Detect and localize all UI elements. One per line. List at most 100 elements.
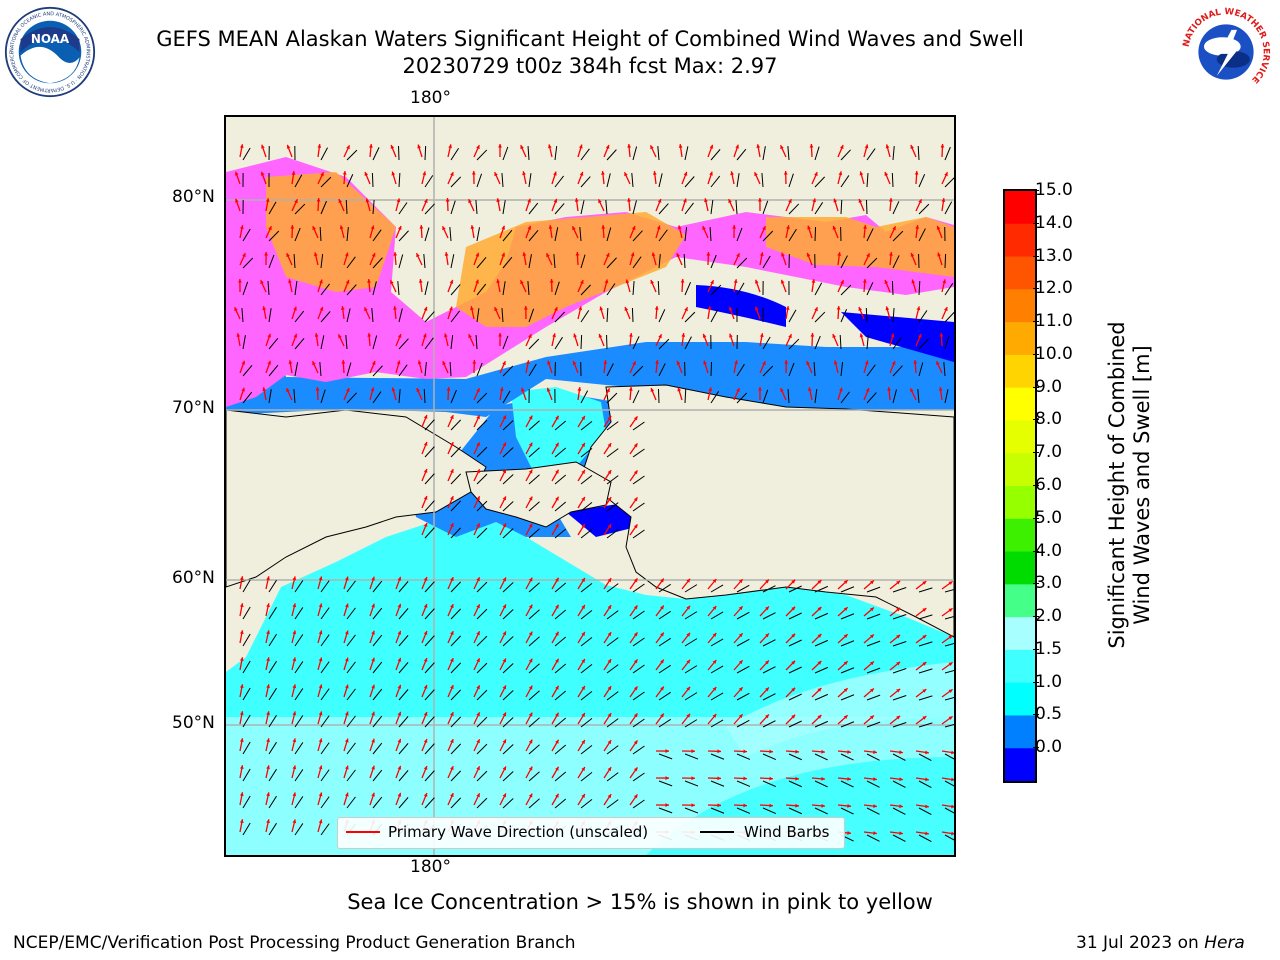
wave-arrow-head — [422, 333, 427, 338]
wave-arrow-head — [502, 361, 506, 366]
wind-barb — [476, 257, 487, 269]
wind-barb — [450, 310, 460, 323]
wind-barb — [632, 390, 640, 404]
wave-height-map — [226, 117, 954, 855]
wind-barb — [242, 364, 253, 377]
wind-barb — [788, 780, 802, 788]
land-chukotka — [465, 461, 612, 528]
colorbar-tick-label: 12.0 — [1033, 278, 1073, 299]
colorbar-tick-label: 9.0 — [1032, 376, 1063, 397]
wind-barb — [840, 199, 843, 215]
wind-barb — [450, 284, 461, 296]
wind-barb — [944, 253, 947, 269]
wave-arrow-head — [501, 225, 505, 230]
wave-arrow-head — [948, 716, 953, 721]
wave-arrow-head — [791, 687, 796, 692]
wave-arrow-head — [660, 713, 664, 718]
wave-arrow-head — [502, 658, 507, 663]
wind-barb — [268, 579, 277, 593]
wind-barb — [242, 257, 254, 269]
wave-arrow-head — [712, 633, 717, 637]
wave-arrow-head — [528, 793, 533, 798]
wind-barb — [398, 689, 409, 701]
wave-arrow-head — [578, 144, 583, 149]
wave-arrow-head — [785, 306, 790, 310]
wave-arrow-head — [502, 766, 507, 771]
wave-arrow-head — [292, 657, 297, 662]
wave-arrow-head — [345, 388, 350, 393]
wind-barb — [268, 606, 277, 620]
wave-arrow-head — [885, 144, 890, 149]
wave-arrow-head — [655, 360, 659, 364]
wind-barb — [580, 744, 593, 755]
wind-barb — [736, 173, 740, 188]
wind-barb — [476, 581, 488, 593]
wave-arrow-head — [581, 469, 585, 474]
wind-barb — [866, 613, 881, 620]
wave-arrow-head — [650, 145, 654, 150]
wave-arrow-head — [758, 387, 762, 391]
wave-arrow-head — [390, 280, 394, 285]
wind-barb — [424, 662, 435, 674]
wind-barb — [528, 636, 540, 647]
wind-barb — [476, 770, 488, 782]
wind-barb — [320, 715, 330, 728]
wind-barb — [814, 780, 828, 788]
wave-arrow-head — [318, 738, 323, 743]
wave-arrow-head — [581, 496, 585, 501]
colorbar-swatch — [1005, 551, 1035, 585]
wind-barb — [450, 500, 462, 512]
wind-barb — [450, 473, 462, 485]
wind-barb — [658, 363, 666, 377]
wave-arrow-head — [234, 307, 238, 312]
wind-barb — [710, 780, 725, 787]
wave-arrow-head — [948, 608, 953, 613]
wave-arrow-head — [344, 684, 349, 689]
wind-barb — [814, 807, 828, 815]
wind-barb — [242, 660, 251, 674]
wave-arrow-head — [523, 306, 528, 310]
wave-arrow-head — [476, 388, 480, 393]
wind-barb — [320, 389, 326, 404]
wind-barb — [736, 363, 745, 377]
wave-arrow-head — [502, 793, 507, 798]
wave-arrow-head — [686, 632, 691, 637]
wave-arrow-head — [266, 576, 270, 581]
wind-barb — [268, 337, 279, 350]
wave-arrow-head — [502, 469, 507, 474]
wave-arrow-head — [371, 252, 376, 257]
wind-barb — [554, 609, 567, 620]
wind-barb — [762, 720, 776, 728]
wind-barb — [658, 753, 673, 760]
wind-barb — [554, 281, 560, 296]
wind-barb — [346, 149, 358, 161]
wave-arrow-head — [607, 578, 612, 583]
wave-arrow-head — [450, 442, 454, 447]
wind-barb — [710, 149, 721, 161]
wind-barb — [761, 173, 764, 188]
wave-arrow-head — [502, 415, 507, 420]
wave-arrow-head — [293, 306, 297, 311]
wind-barb — [502, 609, 514, 620]
wave-arrow-head — [899, 777, 903, 782]
wave-arrow-head — [873, 804, 877, 808]
wave-arrow-head — [911, 279, 916, 284]
wind-barb — [450, 335, 454, 350]
wind-barb — [710, 753, 725, 760]
wind-barb — [528, 528, 540, 539]
wind-barb — [372, 365, 383, 377]
wave-arrow-head — [836, 306, 841, 310]
wave-arrow-head — [607, 524, 612, 529]
wave-arrow-head — [262, 387, 267, 392]
wind-barb — [658, 203, 669, 215]
wind-barb — [242, 633, 251, 647]
wave-arrow-head — [239, 576, 244, 581]
wave-arrow-head — [239, 819, 244, 824]
wind-barb — [631, 173, 634, 188]
wind-barb — [658, 583, 671, 593]
wind-barb — [814, 612, 829, 620]
wave-arrow-head — [468, 199, 472, 204]
wind-barb — [242, 768, 251, 782]
wind-barb — [762, 753, 777, 761]
wave-arrow-head — [318, 711, 323, 716]
